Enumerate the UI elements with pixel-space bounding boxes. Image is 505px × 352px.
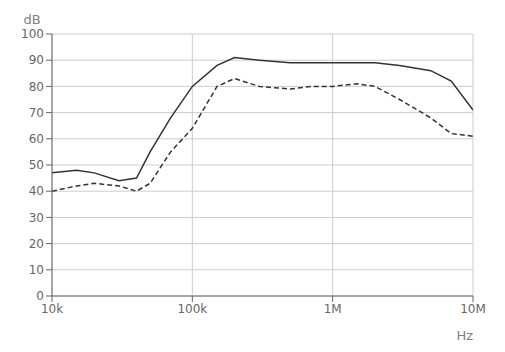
svg-text:30: 30: [29, 211, 44, 225]
svg-text:10: 10: [29, 263, 44, 277]
svg-text:40: 40: [29, 184, 44, 198]
svg-text:1M: 1M: [324, 302, 342, 316]
svg-text:10M: 10M: [460, 302, 486, 316]
svg-text:100: 100: [21, 27, 44, 41]
svg-text:50: 50: [29, 158, 44, 172]
svg-text:20: 20: [29, 237, 44, 251]
svg-text:80: 80: [29, 80, 44, 94]
svg-text:0: 0: [36, 289, 44, 303]
svg-text:70: 70: [29, 106, 44, 120]
svg-text:10k: 10k: [41, 302, 63, 316]
svg-text:dB: dB: [23, 12, 40, 27]
svg-text:Hz: Hz: [456, 328, 473, 343]
svg-text:60: 60: [29, 132, 44, 146]
svg-text:90: 90: [29, 53, 44, 67]
svg-text:100k: 100k: [177, 302, 207, 316]
